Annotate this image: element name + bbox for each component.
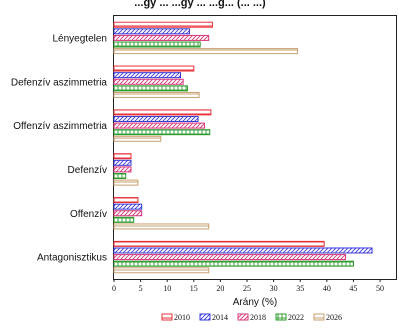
bar-2022-0 (113, 41, 201, 48)
bar-2010-4 (113, 197, 139, 204)
legend-item-2010: 2010 (161, 313, 190, 322)
legend-swatch (237, 313, 249, 321)
x-tick-label: 20 (216, 284, 224, 293)
bar-2014-4 (113, 203, 143, 210)
bar-2022-3 (113, 173, 127, 180)
plot-frame (113, 15, 397, 280)
bar-2010-3 (113, 153, 132, 160)
legend-label: 2018 (250, 313, 266, 322)
bar-2018-5 (113, 254, 346, 261)
x-tick-label: 45 (349, 284, 357, 293)
bar-2014-2 (113, 115, 199, 122)
legend-label: 2022 (288, 313, 304, 322)
bar-2018-0 (113, 34, 210, 41)
bar-2010-1 (113, 65, 195, 72)
category-label: Offenzív aszimmetria (13, 121, 107, 132)
category-label: Defenzív (68, 165, 107, 176)
chart-title: ...gy ... ...gy ... ...g... (... ...) (134, 0, 266, 9)
category-label: Antagonisztikus (37, 253, 107, 264)
legend-swatch (275, 313, 287, 321)
category-label: Offenzív (70, 209, 107, 220)
legend-label: 2014 (212, 313, 228, 322)
bar-2022-4 (113, 216, 135, 223)
x-tick-label: 5 (139, 284, 143, 293)
bars-layer (113, 21, 373, 274)
bar-2010-2 (113, 109, 212, 116)
bar-2010-0 (113, 21, 213, 28)
bar-2010-5 (113, 240, 325, 247)
legend-label: 2010 (174, 313, 190, 322)
x-tick-label: 10 (163, 284, 171, 293)
bar-2018-1 (113, 78, 184, 85)
x-tick-label: 15 (190, 284, 198, 293)
bar-2026-3 (113, 179, 139, 186)
legend-item-2026: 2026 (313, 313, 342, 322)
bar-2014-1 (113, 72, 182, 79)
bar-2018-4 (113, 210, 143, 217)
legend-swatch (161, 313, 173, 321)
bar-2014-0 (113, 28, 191, 35)
x-tick-label: 40 (323, 284, 331, 293)
legend-item-2018: 2018 (237, 313, 266, 322)
legend-label: 2026 (326, 313, 342, 322)
bar-2014-3 (113, 159, 132, 166)
legend: 2010 2014 2018 2022 2026 (161, 313, 342, 322)
bar-2026-4 (113, 223, 210, 230)
bar-2026-0 (113, 48, 299, 55)
x-axis-label: Arány (%) (233, 297, 277, 308)
bar-2026-2 (113, 135, 162, 142)
bar-2022-5 (113, 260, 354, 267)
x-tick-label: 25 (243, 284, 251, 293)
x-tick-label: 50 (376, 284, 384, 293)
bar-2022-1 (113, 85, 188, 92)
legend-item-2022: 2022 (275, 313, 304, 322)
legend-swatch (313, 313, 325, 321)
category-label: Lényegtelen (53, 33, 108, 44)
legend-swatch (199, 313, 211, 321)
bar-2026-1 (113, 91, 200, 98)
x-tick-label: 35 (296, 284, 304, 293)
bar-2018-3 (113, 166, 132, 173)
legend-item-2014: 2014 (199, 313, 228, 322)
x-axis-ticks: 0 5 10 15 20 25 30 35 40 45 50 (112, 279, 384, 293)
bar-2014-5 (113, 247, 373, 254)
x-tick-label: 30 (270, 284, 278, 293)
category-label: Defenzív aszimmetria (11, 77, 108, 88)
bar-2022-2 (113, 129, 211, 136)
category-labels: Lényegtelen Defenzív aszimmetria Offenzív … (11, 33, 108, 263)
bar-2026-5 (113, 267, 210, 274)
x-tick-label: 0 (112, 284, 116, 293)
bar-2018-2 (113, 122, 205, 129)
